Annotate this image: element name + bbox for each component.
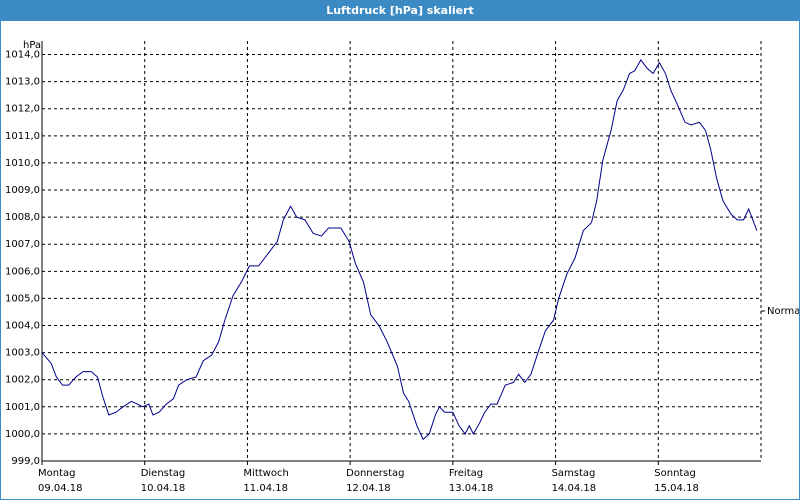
y-tick-label: 1004,0 xyxy=(5,321,40,332)
x-tick-label: Mittwoch xyxy=(243,468,288,479)
y-tick-label: 999,0 xyxy=(11,456,40,467)
y-tick-label: 1012,0 xyxy=(5,104,40,115)
y-tick-label: 1005,0 xyxy=(5,293,40,304)
x-tick-label: 11.04.18 xyxy=(243,483,288,494)
x-tick-label: 15.04.18 xyxy=(654,483,699,494)
x-tick-label: 09.04.18 xyxy=(38,483,83,494)
y-tick-label: 1008,0 xyxy=(5,212,40,223)
x-tick-label: Donnerstag xyxy=(346,468,404,479)
x-tick-label: Samstag xyxy=(552,468,596,479)
x-tick-label: 14.04.18 xyxy=(552,483,597,494)
x-tick-label: Freitag xyxy=(449,468,483,479)
x-tick-label: 13.04.18 xyxy=(449,483,494,494)
y-tick-label: 1010,0 xyxy=(5,158,40,169)
x-tick-label: Sonntag xyxy=(654,468,696,479)
y-tick-label: 1014,0 xyxy=(5,50,40,61)
y-tick-label: 1009,0 xyxy=(5,185,40,196)
chart: hPa 999,0 1000,0 1001,0 1002,0 1003,0 1004,0 10… xyxy=(5,40,799,494)
y-tick-label: 1011,0 xyxy=(5,131,40,142)
y-tick-label: 1002,0 xyxy=(5,375,40,386)
x-tick-label: Montag xyxy=(38,468,75,479)
y-unit: hPa xyxy=(23,40,41,51)
y-tick-label: 1001,0 xyxy=(5,402,40,413)
x-tick-label: 10.04.18 xyxy=(141,483,186,494)
y-tick-label: 1007,0 xyxy=(5,239,40,250)
y-tick-label: 1006,0 xyxy=(5,266,40,277)
legend-label: Normal xyxy=(767,306,799,317)
data-line xyxy=(41,59,758,441)
y-tick-label: 1000,0 xyxy=(5,429,40,440)
x-tick-label: 12.04.18 xyxy=(346,483,391,494)
y-tick-label: 1013,0 xyxy=(5,77,40,88)
y-tick-label: 1003,0 xyxy=(5,348,40,359)
window-title: Luftdruck [hPa] skaliert xyxy=(1,1,799,21)
x-tick-label: Dienstag xyxy=(141,468,186,479)
